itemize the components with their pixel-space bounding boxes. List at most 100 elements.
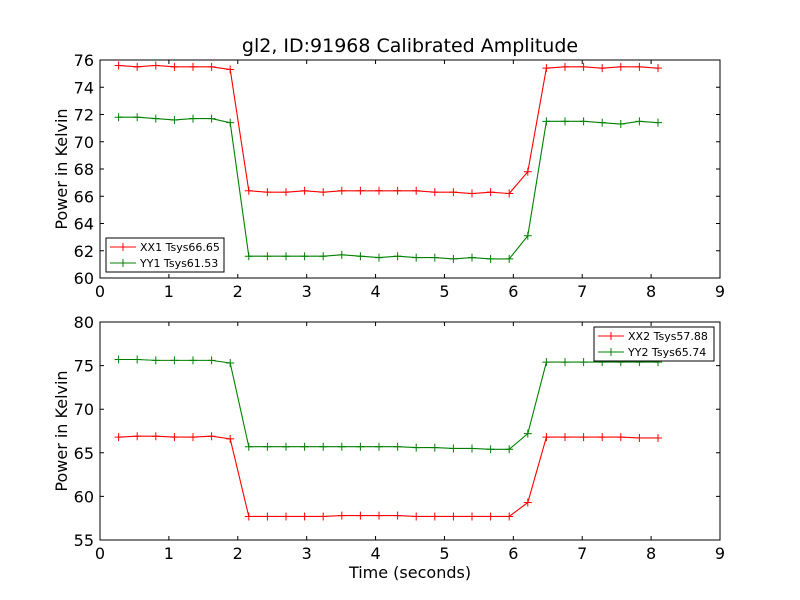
y-tick-label: 60 bbox=[74, 269, 94, 288]
y-tick-label: 64 bbox=[74, 215, 94, 234]
data-point bbox=[468, 512, 476, 521]
y-tick-label: 74 bbox=[74, 78, 94, 97]
data-point bbox=[375, 186, 383, 195]
data-point bbox=[189, 356, 197, 365]
data-point bbox=[207, 356, 216, 365]
x-tick-label: 5 bbox=[439, 544, 449, 563]
data-point bbox=[598, 433, 607, 442]
x-tick-label: 0 bbox=[95, 282, 105, 301]
data-point bbox=[300, 186, 309, 195]
data-point bbox=[561, 117, 569, 126]
data-point bbox=[449, 254, 458, 263]
data-point bbox=[430, 443, 439, 452]
data-point bbox=[486, 188, 495, 197]
axes-frame bbox=[99, 321, 721, 541]
legend: XX1 Tsys66.65 YY1 Tsys61.53 bbox=[105, 237, 225, 273]
data-point bbox=[430, 188, 439, 197]
data-point bbox=[579, 62, 588, 71]
data-point bbox=[654, 118, 662, 127]
data-point bbox=[319, 252, 328, 261]
data-point bbox=[226, 65, 235, 74]
data-point bbox=[616, 62, 625, 71]
data-point bbox=[319, 442, 328, 451]
data-point bbox=[654, 64, 662, 73]
x-tick-label: 2 bbox=[233, 282, 243, 301]
top-panel: 0 1 2 3 4 5 6 7 8 9 60 62 64 66 68 70 72 74 76 Power in Kel… bbox=[52, 51, 725, 301]
x-tick-label: 8 bbox=[646, 544, 656, 563]
data-point bbox=[393, 511, 402, 520]
data-point bbox=[244, 512, 253, 521]
bottom-panel: 0 1 2 3 4 5 6 7 8 9 55 60 65 70 75 80 Power in Kelvin Tim… bbox=[52, 313, 725, 582]
data-point bbox=[542, 433, 551, 442]
x-tick-label: 4 bbox=[370, 544, 380, 563]
data-point bbox=[486, 512, 495, 521]
data-point bbox=[505, 254, 514, 263]
data-point bbox=[151, 356, 160, 365]
data-point bbox=[598, 64, 607, 73]
legend-entry: YY2 Tsys65.74 bbox=[627, 346, 706, 359]
data-point bbox=[412, 253, 421, 262]
x-tick-label: 7 bbox=[577, 544, 587, 563]
data-point bbox=[319, 512, 328, 521]
legend-entry: YY1 Tsys61.53 bbox=[139, 257, 218, 270]
data-point bbox=[486, 254, 495, 263]
y-tick-label: 66 bbox=[74, 187, 94, 206]
legend: XX2 Tsys57.88 YY2 Tsys65.74 bbox=[593, 326, 715, 362]
x-tick-label: 7 bbox=[577, 282, 587, 301]
data-point bbox=[375, 253, 383, 262]
data-point bbox=[430, 253, 439, 262]
data-point bbox=[114, 433, 123, 442]
legend-entry: XX1 Tsys66.65 bbox=[140, 241, 220, 254]
data-point bbox=[635, 62, 644, 71]
data-point bbox=[337, 442, 346, 451]
data-point bbox=[337, 250, 346, 259]
data-point bbox=[133, 113, 142, 122]
data-point bbox=[114, 61, 123, 70]
data-point bbox=[263, 252, 272, 261]
data-point bbox=[561, 358, 569, 367]
data-point bbox=[579, 117, 588, 126]
legend-box bbox=[105, 237, 225, 273]
data-point bbox=[523, 231, 532, 240]
data-point bbox=[300, 442, 309, 451]
data-point bbox=[412, 186, 421, 195]
data-point bbox=[393, 186, 402, 195]
data-point bbox=[244, 252, 253, 261]
y-tick-label: 62 bbox=[74, 242, 94, 261]
data-point bbox=[170, 115, 179, 124]
data-point bbox=[412, 512, 421, 521]
data-point bbox=[189, 433, 197, 442]
data-point bbox=[468, 253, 476, 262]
y-tick-label: 72 bbox=[74, 106, 94, 125]
data-point bbox=[170, 62, 179, 71]
legend-entry: XX2 Tsys57.88 bbox=[628, 330, 708, 343]
x-tick-label: 8 bbox=[646, 282, 656, 301]
data-point bbox=[151, 114, 160, 123]
x-tick-label: 9 bbox=[715, 282, 725, 301]
data-point bbox=[375, 442, 383, 451]
legend-marker bbox=[119, 243, 127, 251]
data-point bbox=[523, 498, 532, 507]
x-tick-label: 6 bbox=[508, 282, 518, 301]
data-point bbox=[263, 512, 272, 521]
y-tick-label: 70 bbox=[74, 400, 94, 419]
data-point bbox=[542, 64, 551, 73]
data-point bbox=[282, 252, 290, 261]
x-tick-label: 1 bbox=[164, 282, 174, 301]
data-point bbox=[393, 252, 402, 261]
data-point bbox=[616, 120, 625, 129]
data-point bbox=[579, 358, 588, 367]
data-point bbox=[263, 188, 272, 197]
x-tick-label: 6 bbox=[508, 544, 518, 563]
data-point bbox=[505, 189, 514, 198]
data-point bbox=[244, 442, 253, 451]
data-point bbox=[486, 445, 495, 454]
x-tick-label: 0 bbox=[95, 544, 105, 563]
data-point bbox=[170, 356, 179, 365]
y-tick-label: 65 bbox=[74, 444, 94, 463]
y-tick-label: 55 bbox=[74, 531, 94, 550]
data-point bbox=[226, 118, 235, 127]
legend-marker bbox=[119, 259, 127, 267]
data-point bbox=[356, 511, 365, 520]
